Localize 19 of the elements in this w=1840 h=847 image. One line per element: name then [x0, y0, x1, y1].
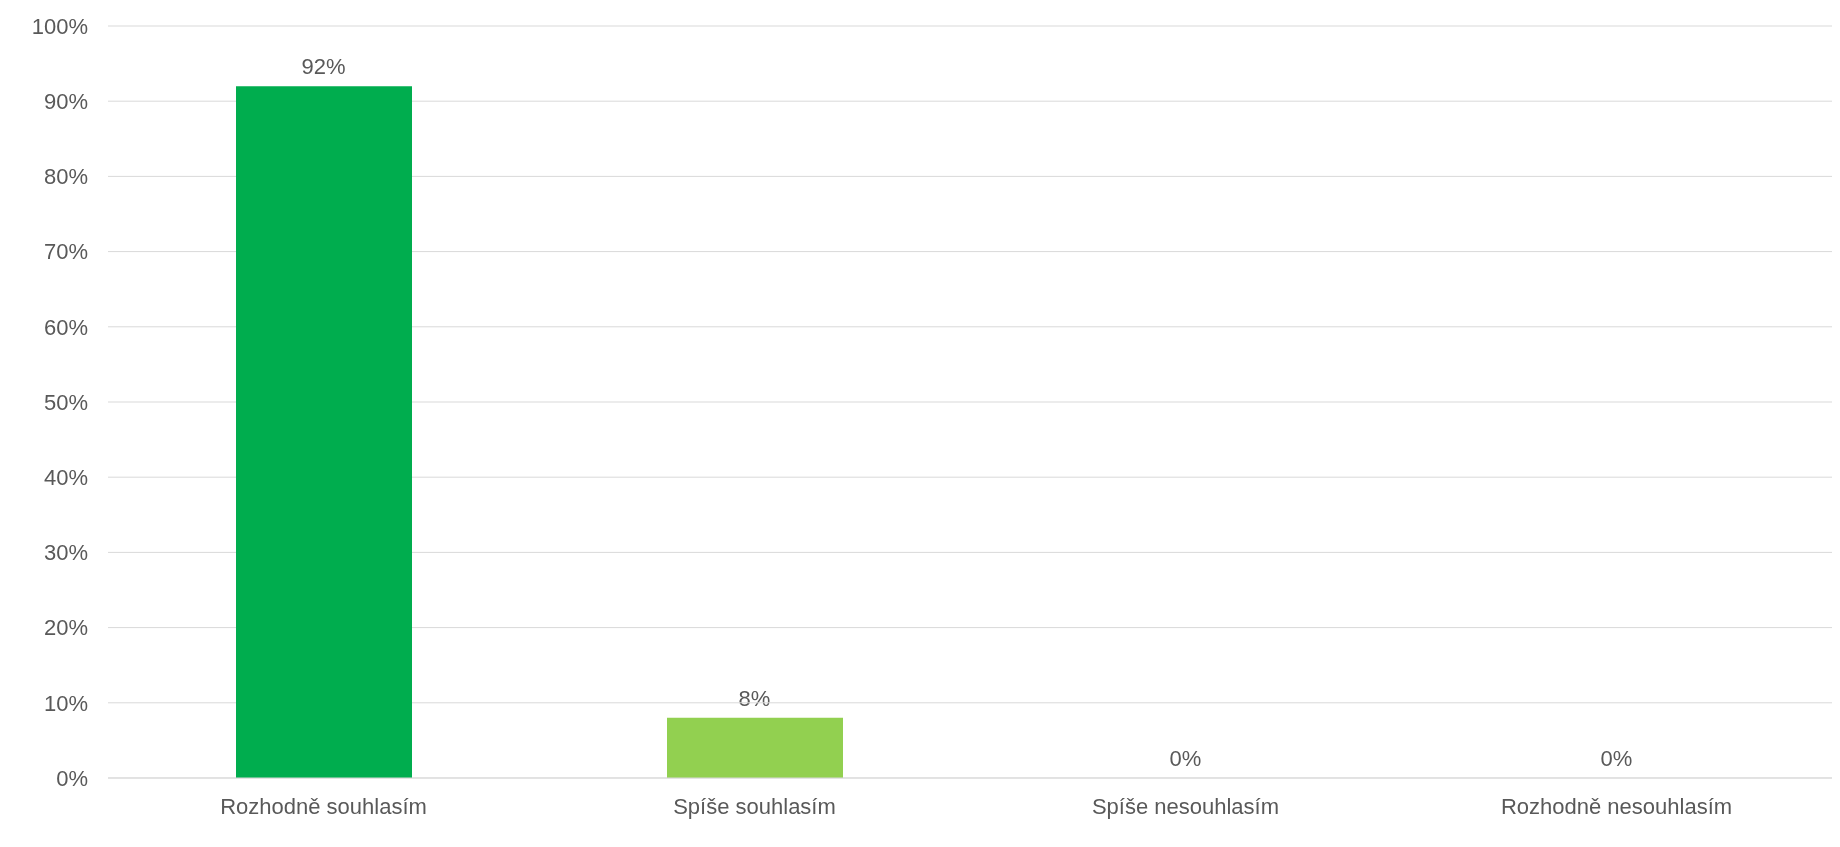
- x-tick-label: Rozhodně souhlasím: [220, 793, 427, 819]
- data-label: 8%: [738, 685, 771, 711]
- y-tick-label: 0%: [56, 765, 88, 791]
- y-tick-label: 10%: [43, 690, 88, 716]
- y-tick-label: 50%: [43, 389, 88, 415]
- data-label: 0%: [1600, 746, 1633, 771]
- y-tick-label: 80%: [43, 164, 88, 190]
- data-label: 0%: [1169, 746, 1202, 771]
- x-tick-label: Spíše nesouhlasím: [1091, 793, 1280, 819]
- y-tick-label: 70%: [43, 239, 88, 265]
- y-tick-label: 40%: [43, 465, 88, 491]
- data-label: 92%: [301, 54, 346, 80]
- y-tick-label: 30%: [43, 540, 88, 566]
- y-tick-label: 100%: [31, 13, 88, 39]
- y-tick-label: 90%: [43, 89, 88, 115]
- x-tick-label: Rozhodně nesouhlasím: [1500, 793, 1733, 819]
- x-tick-label: Spíše souhlasím: [673, 793, 836, 819]
- y-tick-label: 60%: [43, 314, 88, 340]
- y-tick-label: 20%: [43, 615, 88, 641]
